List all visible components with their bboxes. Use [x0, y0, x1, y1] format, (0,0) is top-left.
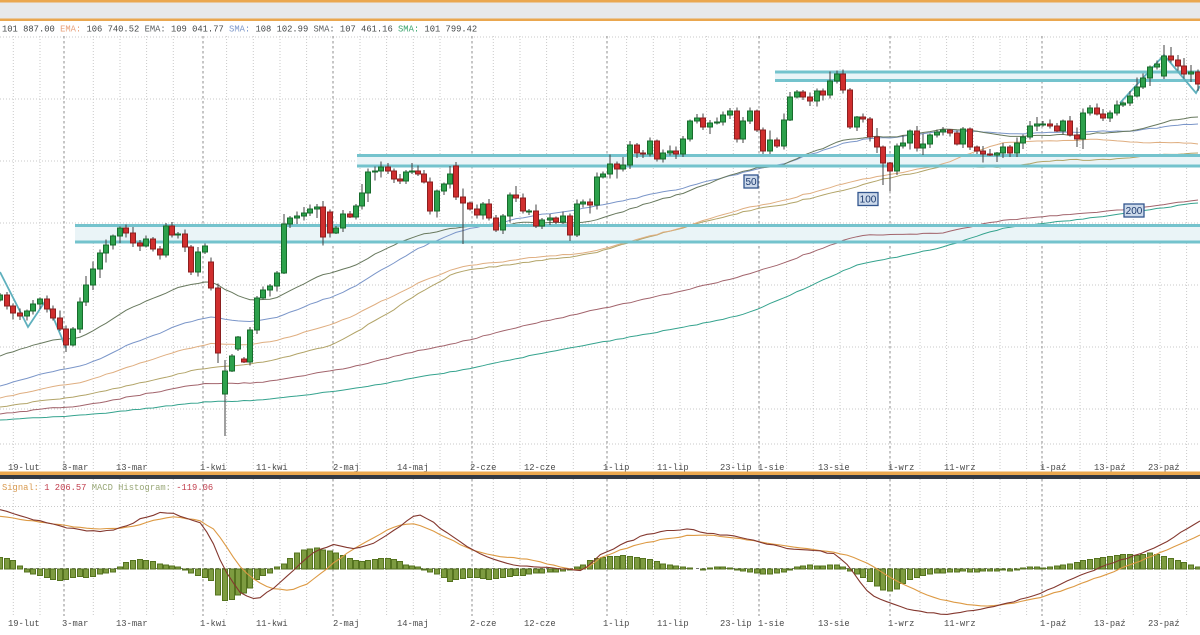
svg-text:1-kwi: 1-kwi — [200, 619, 226, 629]
svg-text:1-paź: 1-paź — [1040, 619, 1066, 629]
svg-text:14-maj: 14-maj — [397, 619, 429, 629]
svg-text:1-sie: 1-sie — [758, 463, 784, 473]
svg-text:23-lip: 23-lip — [720, 619, 752, 629]
svg-text:2-maj: 2-maj — [333, 619, 359, 629]
svg-text:1-wrz: 1-wrz — [888, 463, 914, 473]
svg-text:3-mar: 3-mar — [62, 619, 88, 629]
svg-text:50: 50 — [745, 177, 757, 188]
svg-text:19-lut: 19-lut — [8, 619, 40, 629]
svg-text:19-lut: 19-lut — [8, 463, 40, 473]
svg-text:1-paź: 1-paź — [1040, 463, 1066, 473]
svg-text:1-sie: 1-sie — [758, 619, 784, 629]
svg-text:1-kwi: 1-kwi — [200, 463, 226, 473]
svg-text:2-cze: 2-cze — [470, 619, 496, 629]
svg-text:13-sie: 13-sie — [818, 463, 850, 473]
svg-text:23-paź: 23-paź — [1148, 463, 1180, 473]
svg-text:2-maj: 2-maj — [333, 463, 359, 473]
svg-text:14-maj: 14-maj — [397, 463, 429, 473]
svg-text:23-paź: 23-paź — [1148, 619, 1180, 629]
svg-text:12-cze: 12-cze — [524, 619, 556, 629]
svg-text:Signal: 1 206.57 MACD Histogra: Signal: 1 206.57 MACD Histogram: -119.06 — [2, 483, 213, 493]
svg-text:11-wrz: 11-wrz — [944, 619, 976, 629]
svg-text:13-paź: 13-paź — [1094, 463, 1126, 473]
svg-text:101 887.00 EMA: 106 740.52 EMA: 101 887.00 EMA: 106 740.52 EMA: 109 041.… — [2, 25, 477, 35]
svg-text:1-wrz: 1-wrz — [888, 619, 914, 629]
svg-text:11-lip: 11-lip — [657, 619, 689, 629]
svg-text:11-kwi: 11-kwi — [256, 619, 288, 629]
svg-text:13-paź: 13-paź — [1094, 619, 1126, 629]
svg-text:13-sie: 13-sie — [818, 619, 850, 629]
svg-text:200: 200 — [1126, 206, 1143, 217]
svg-text:11-lip: 11-lip — [657, 463, 689, 473]
svg-text:11-wrz: 11-wrz — [944, 463, 976, 473]
svg-text:100: 100 — [860, 195, 877, 206]
svg-text:2-cze: 2-cze — [470, 463, 496, 473]
svg-text:23-lip: 23-lip — [720, 463, 752, 473]
svg-text:11-kwi: 11-kwi — [256, 463, 288, 473]
svg-text:1-lip: 1-lip — [603, 463, 629, 473]
svg-text:3-mar: 3-mar — [62, 463, 88, 473]
svg-text:12-cze: 12-cze — [524, 463, 556, 473]
svg-text:13-mar: 13-mar — [116, 619, 148, 629]
svg-text:1-lip: 1-lip — [603, 619, 629, 629]
svg-text:13-mar: 13-mar — [116, 463, 148, 473]
